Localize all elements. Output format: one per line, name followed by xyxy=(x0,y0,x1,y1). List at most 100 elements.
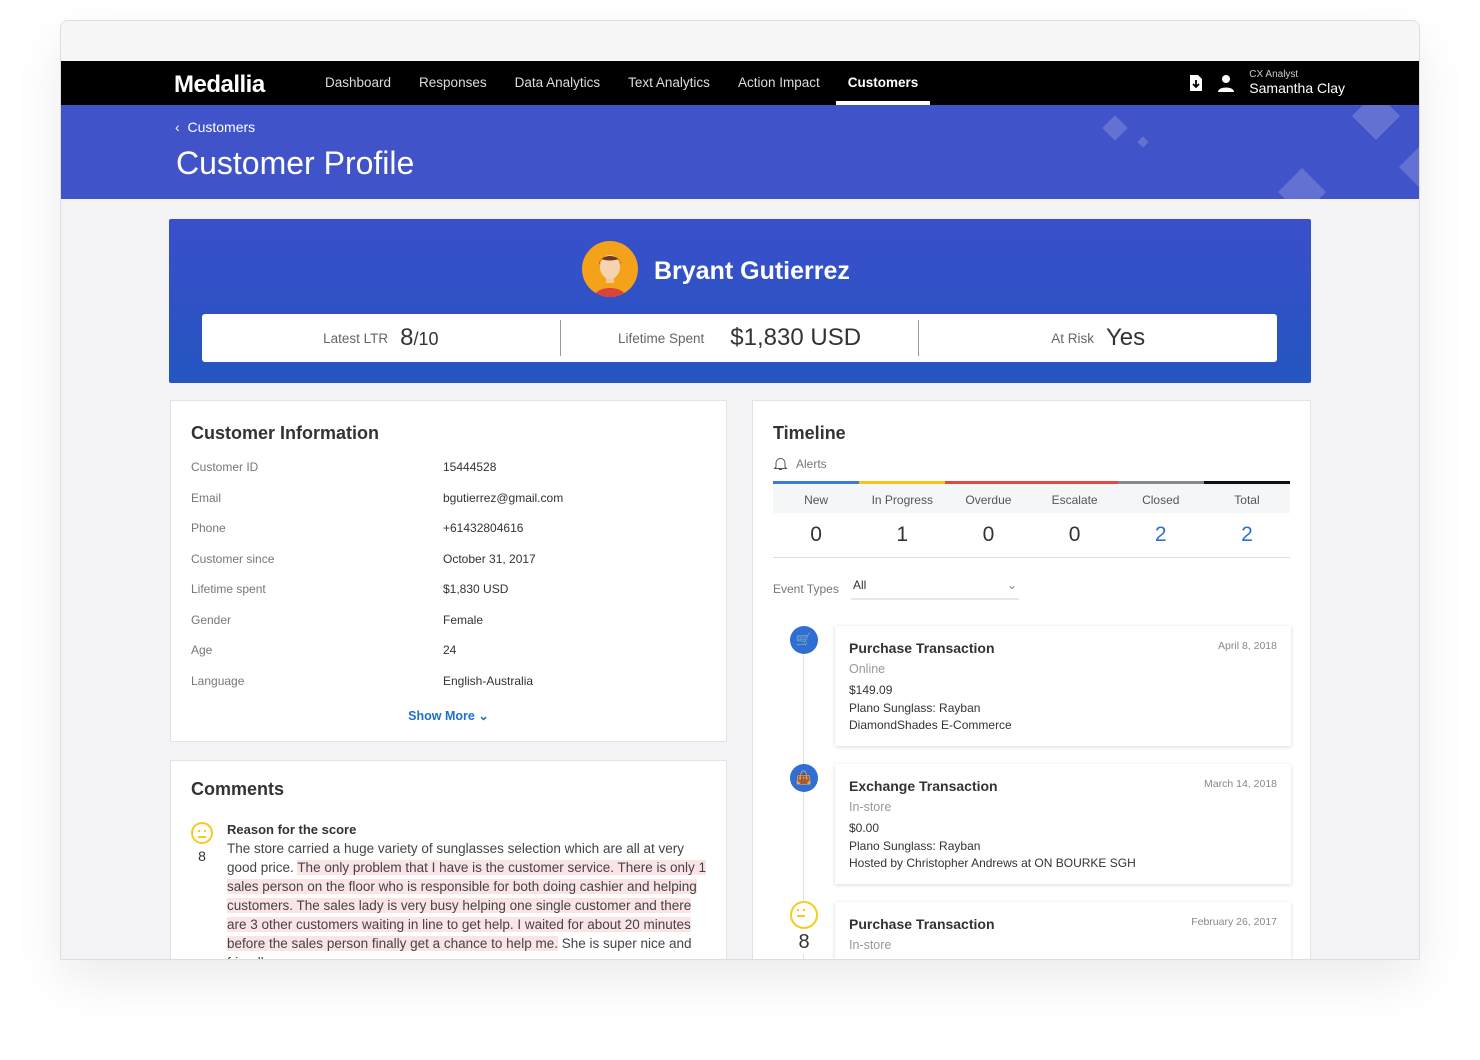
ltr-label: Latest LTR xyxy=(323,330,389,346)
timeline-event[interactable]: Exchange Transaction March 14, 2018 In-s… xyxy=(835,764,1291,884)
info-row: Language English-Australia xyxy=(191,666,706,697)
nav-text-analytics[interactable]: Text Analytics xyxy=(628,75,710,90)
show-more-label: Show More xyxy=(408,709,475,723)
comment-text-tail: She is super nice and friendly xyxy=(227,936,692,959)
info-label: Customer ID xyxy=(191,460,259,475)
event-title: Exchange Transaction xyxy=(849,778,998,794)
comment-text-plain: The store carried a huge variety of sung… xyxy=(227,841,684,875)
breadcrumb-label: Customers xyxy=(187,119,256,135)
info-value: Female xyxy=(443,612,484,627)
ltr-value: 8/10 xyxy=(400,324,438,352)
info-value: English-Australia xyxy=(443,673,534,688)
event-amount: $149.09 xyxy=(849,683,893,697)
filter-value: All xyxy=(853,578,867,592)
alert-total[interactable]: Total 2 xyxy=(1203,481,1291,557)
alerts-label: Alerts xyxy=(796,456,827,471)
event-title: Purchase Transaction xyxy=(849,916,995,932)
event-type-select[interactable]: All ⌄ xyxy=(851,578,1019,600)
event-date: March 14, 2018 xyxy=(1204,778,1277,790)
alert-overdue[interactable]: Overdue 0 xyxy=(945,481,1032,557)
event-amount: $0.00 xyxy=(849,821,880,835)
timeline-event[interactable]: Purchase Transaction February 26, 2017 I… xyxy=(835,902,1291,959)
timeline-event[interactable]: Purchase Transaction April 8, 2018 Onlin… xyxy=(835,626,1291,746)
user-menu[interactable]: CX Analyst Samantha Clay xyxy=(1249,69,1345,96)
risk-value: Yes xyxy=(1105,324,1146,351)
top-nav: Medallia Dashboard Responses Data Analyt… xyxy=(61,61,1419,105)
section-title: Timeline xyxy=(773,423,846,443)
alert-in-progress[interactable]: In Progress 1 xyxy=(859,481,946,557)
chevron-left-icon: ‹ xyxy=(175,119,188,135)
spent-value: $1,830 USD xyxy=(730,324,862,351)
info-value: bgutierrez@gmail.com xyxy=(443,490,564,505)
ltr-max: /10 xyxy=(413,329,439,349)
nav-action-impact[interactable]: Action Impact xyxy=(737,75,820,90)
alert-count: 1 xyxy=(896,523,909,546)
event-date: April 8, 2018 xyxy=(1218,640,1277,652)
info-row: Lifetime spent $1,830 USD xyxy=(191,574,706,605)
stat-risk: At Risk Yes xyxy=(919,320,1277,356)
alert-label: Overdue xyxy=(945,481,1032,513)
info-value: $1,830 USD xyxy=(443,582,509,597)
nav-customers[interactable]: Customers xyxy=(834,61,933,105)
comments-card: Comments 8 Reason for the score The stor… xyxy=(170,760,727,959)
event-location: Hosted by Christopher Andrews at ON BOUR… xyxy=(849,856,1136,870)
cart-icon: 🛒 xyxy=(790,626,818,654)
profile-card: Bryant Gutierrez Latest LTR 8/10 Lifetime… xyxy=(169,219,1311,383)
info-row: Phone +61432804616 xyxy=(191,513,706,544)
comment-score: 8 xyxy=(198,848,206,864)
page-header: ‹ Customers Customer Profile xyxy=(61,105,1419,199)
info-label: Lifetime spent xyxy=(191,582,266,597)
alert-count: 0 xyxy=(982,523,995,546)
chevron-down-icon: ⌄ xyxy=(1006,578,1017,592)
profile-stats: Latest LTR 8/10 Lifetime Spent $1,830 USD … xyxy=(202,314,1277,362)
show-more-button[interactable]: Show More ⌄ xyxy=(191,708,706,723)
alert-count: 2 xyxy=(1241,523,1253,546)
nav-responses[interactable]: Responses xyxy=(419,75,487,90)
info-label: Customer since xyxy=(191,551,275,566)
event-type-filter: Event Types All ⌄ xyxy=(773,578,1290,600)
alert-count: 0 xyxy=(1068,523,1081,546)
neutral-face-icon xyxy=(191,822,213,844)
event-product: Plano Sunglass: Rayban xyxy=(849,838,981,853)
alert-closed[interactable]: Closed 2 xyxy=(1117,481,1204,557)
section-title: Comments xyxy=(191,779,285,799)
info-row: Email bgutierrez@gmail.com xyxy=(191,483,706,514)
user-role: CX Analyst xyxy=(1249,69,1299,80)
nav-data-analytics[interactable]: Data Analytics xyxy=(514,75,601,90)
info-label: Email xyxy=(191,490,222,505)
alert-label: In Progress xyxy=(859,481,946,513)
alert-escalate[interactable]: Escalate 0 xyxy=(1031,481,1118,557)
download-icon[interactable] xyxy=(1189,74,1203,92)
avatar xyxy=(582,241,638,297)
bell-icon xyxy=(773,458,788,470)
info-value: 24 xyxy=(443,643,457,658)
info-label: Language xyxy=(191,673,245,688)
breadcrumb-back[interactable]: ‹ Customers xyxy=(175,119,255,135)
nav-dashboard[interactable]: Dashboard xyxy=(325,75,392,90)
info-value: October 31, 2017 xyxy=(443,551,536,566)
browser-chrome xyxy=(61,21,1419,61)
logo[interactable]: Medallia xyxy=(174,71,265,98)
comment-heading: Reason for the score xyxy=(227,822,357,837)
info-row: Gender Female xyxy=(191,605,706,636)
alert-count: 2 xyxy=(1154,523,1167,546)
info-label: Phone xyxy=(191,521,226,536)
neutral-face-icon xyxy=(790,901,818,929)
info-value: +61432804616 xyxy=(443,521,524,536)
bag-icon: 👜 xyxy=(790,764,818,792)
customer-name: Bryant Gutierrez xyxy=(654,257,850,285)
filter-label: Event Types xyxy=(773,582,839,596)
alert-new[interactable]: New 0 xyxy=(773,481,860,557)
alert-count: 0 xyxy=(810,523,822,546)
app-window: Medallia Dashboard Responses Data Analyt… xyxy=(60,20,1420,960)
comment-text: The store carried a huge variety of sung… xyxy=(227,839,707,959)
stat-ltr: Latest LTR 8/10 xyxy=(202,320,561,356)
alert-label: Closed xyxy=(1117,481,1204,513)
alert-label: Escalate xyxy=(1031,481,1118,513)
alert-label: New xyxy=(773,481,860,513)
event-score: 8 xyxy=(798,931,810,953)
timeline-card: Timeline Alerts New 0 In Progress 1 Overdue 0… xyxy=(752,400,1311,959)
info-label: Age xyxy=(191,643,213,658)
user-icon[interactable] xyxy=(1217,74,1235,92)
event-title: Purchase Transaction xyxy=(849,640,995,656)
